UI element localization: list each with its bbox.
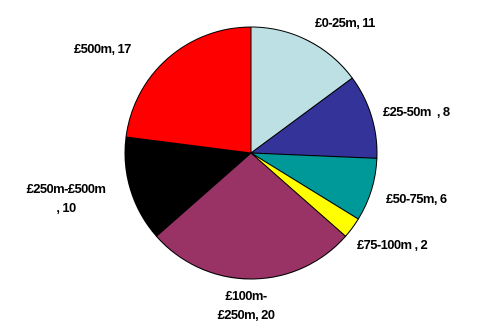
slice-label: £0-25m, 11: [315, 15, 375, 30]
slice-label: £75-100m , 2: [357, 237, 428, 252]
pie-slice: [124, 136, 253, 237]
slice-label: £100m-£250m, 20: [218, 288, 275, 322]
pie-labels: £0-25m, 11 £25-50m , 8 £50-75m, 6 £75-100m …: [27, 15, 451, 322]
pie-slice: [125, 26, 252, 154]
pie-slice: [155, 152, 347, 280]
pie-slice: [249, 77, 378, 159]
slice-label: £50-75m, 6: [386, 191, 447, 206]
pie-slices: [124, 26, 378, 280]
slice-label: £250m-£500m, 10: [27, 181, 106, 215]
slice-label: £500m, 17: [74, 41, 131, 56]
pie-slice: [250, 26, 353, 154]
slice-label: £25-50m , 8: [383, 104, 450, 119]
